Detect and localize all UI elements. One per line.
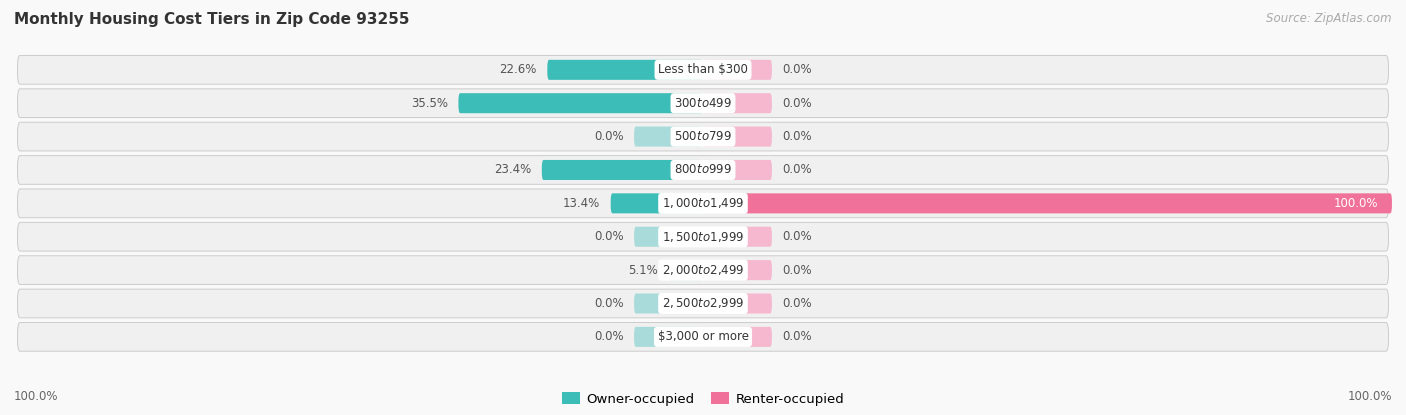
FancyBboxPatch shape bbox=[668, 260, 703, 280]
Text: Less than $300: Less than $300 bbox=[658, 63, 748, 76]
Legend: Owner-occupied, Renter-occupied: Owner-occupied, Renter-occupied bbox=[561, 392, 845, 405]
FancyBboxPatch shape bbox=[634, 327, 703, 347]
Text: $300 to $499: $300 to $499 bbox=[673, 97, 733, 110]
FancyBboxPatch shape bbox=[703, 227, 772, 247]
Text: 100.0%: 100.0% bbox=[14, 390, 59, 403]
Text: 0.0%: 0.0% bbox=[782, 264, 811, 277]
FancyBboxPatch shape bbox=[17, 189, 1389, 218]
FancyBboxPatch shape bbox=[17, 322, 1389, 351]
Text: 100.0%: 100.0% bbox=[1334, 197, 1378, 210]
Text: 0.0%: 0.0% bbox=[782, 230, 811, 243]
Text: 0.0%: 0.0% bbox=[782, 297, 811, 310]
Text: 0.0%: 0.0% bbox=[782, 63, 811, 76]
Text: $500 to $799: $500 to $799 bbox=[673, 130, 733, 143]
FancyBboxPatch shape bbox=[703, 193, 1392, 213]
Text: $1,000 to $1,499: $1,000 to $1,499 bbox=[662, 196, 744, 210]
FancyBboxPatch shape bbox=[610, 193, 703, 213]
FancyBboxPatch shape bbox=[703, 127, 772, 146]
Text: 0.0%: 0.0% bbox=[782, 97, 811, 110]
Text: 23.4%: 23.4% bbox=[494, 164, 531, 176]
Text: $2,500 to $2,999: $2,500 to $2,999 bbox=[662, 296, 744, 310]
Text: 100.0%: 100.0% bbox=[1347, 390, 1392, 403]
FancyBboxPatch shape bbox=[703, 260, 772, 280]
Text: $800 to $999: $800 to $999 bbox=[673, 164, 733, 176]
FancyBboxPatch shape bbox=[703, 160, 772, 180]
Text: 35.5%: 35.5% bbox=[411, 97, 449, 110]
Text: 0.0%: 0.0% bbox=[782, 130, 811, 143]
FancyBboxPatch shape bbox=[17, 156, 1389, 184]
Text: Monthly Housing Cost Tiers in Zip Code 93255: Monthly Housing Cost Tiers in Zip Code 9… bbox=[14, 12, 409, 27]
FancyBboxPatch shape bbox=[17, 89, 1389, 117]
Text: Source: ZipAtlas.com: Source: ZipAtlas.com bbox=[1267, 12, 1392, 25]
FancyBboxPatch shape bbox=[17, 222, 1389, 251]
FancyBboxPatch shape bbox=[17, 256, 1389, 284]
Text: $1,500 to $1,999: $1,500 to $1,999 bbox=[662, 230, 744, 244]
Text: 0.0%: 0.0% bbox=[782, 164, 811, 176]
Text: $3,000 or more: $3,000 or more bbox=[658, 330, 748, 343]
Text: 0.0%: 0.0% bbox=[595, 130, 624, 143]
FancyBboxPatch shape bbox=[703, 327, 772, 347]
FancyBboxPatch shape bbox=[547, 60, 703, 80]
Text: 0.0%: 0.0% bbox=[595, 330, 624, 343]
FancyBboxPatch shape bbox=[634, 293, 703, 313]
FancyBboxPatch shape bbox=[17, 122, 1389, 151]
FancyBboxPatch shape bbox=[17, 56, 1389, 84]
Text: 22.6%: 22.6% bbox=[499, 63, 537, 76]
FancyBboxPatch shape bbox=[541, 160, 703, 180]
Text: 0.0%: 0.0% bbox=[595, 297, 624, 310]
Text: 0.0%: 0.0% bbox=[595, 230, 624, 243]
FancyBboxPatch shape bbox=[17, 289, 1389, 318]
FancyBboxPatch shape bbox=[703, 93, 772, 113]
Text: $2,000 to $2,499: $2,000 to $2,499 bbox=[662, 263, 744, 277]
FancyBboxPatch shape bbox=[458, 93, 703, 113]
FancyBboxPatch shape bbox=[634, 227, 703, 247]
FancyBboxPatch shape bbox=[634, 127, 703, 146]
Text: 13.4%: 13.4% bbox=[562, 197, 600, 210]
Text: 5.1%: 5.1% bbox=[628, 264, 658, 277]
FancyBboxPatch shape bbox=[703, 60, 772, 80]
FancyBboxPatch shape bbox=[703, 293, 772, 313]
Text: 0.0%: 0.0% bbox=[782, 330, 811, 343]
